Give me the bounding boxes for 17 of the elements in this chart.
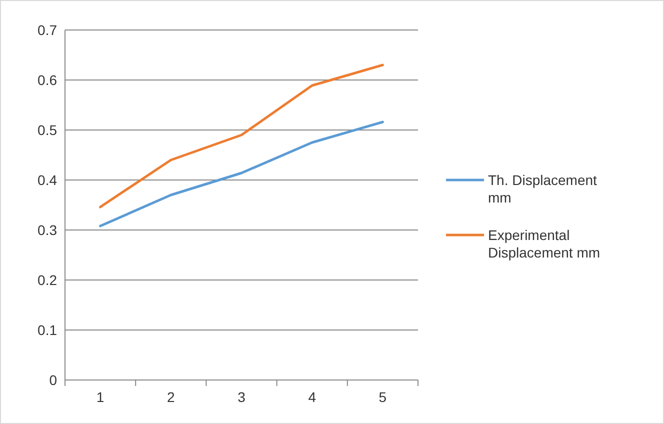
y-tick-label: 0.7 (38, 22, 58, 38)
x-tick-label: 4 (308, 389, 316, 405)
x-tick-label: 2 (167, 389, 175, 405)
x-tick-label: 5 (378, 389, 387, 405)
y-tick-label: 0.5 (38, 122, 58, 138)
x-tick-label: 1 (96, 389, 104, 405)
legend-label: Experimental Displacement mm (488, 226, 600, 260)
legend-label: Th. Displacement mm (488, 172, 598, 206)
y-tick-label: 0.3 (38, 222, 58, 238)
x-tick-label: 3 (238, 389, 246, 405)
line-series (99, 64, 384, 208)
y-tick-label: 0.1 (38, 322, 58, 338)
y-tick-label: 0 (49, 372, 58, 388)
y-tick-label: 0.4 (38, 172, 58, 188)
line-series (99, 120, 384, 228)
y-tick-label: 0.6 (38, 72, 58, 88)
y-tick-label: 0.2 (38, 272, 58, 288)
